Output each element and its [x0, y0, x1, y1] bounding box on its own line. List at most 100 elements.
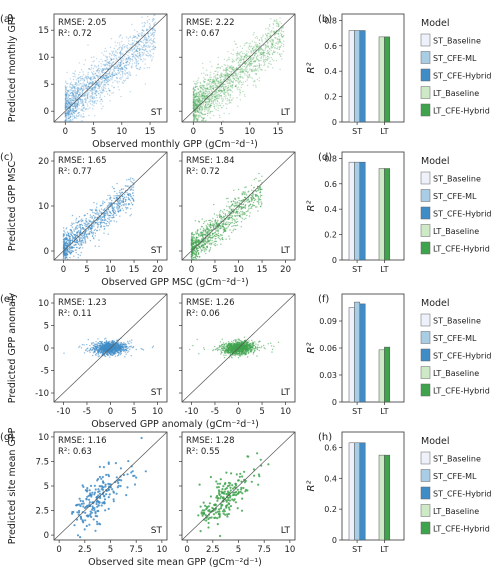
data-point — [71, 95, 73, 97]
data-point — [129, 72, 131, 74]
data-point — [114, 212, 116, 215]
data-point — [152, 56, 154, 58]
data-point — [135, 44, 137, 47]
data-point — [87, 44, 89, 46]
data-point — [263, 52, 265, 54]
data-point — [82, 226, 84, 229]
data-point — [94, 64, 96, 67]
data-point — [234, 80, 237, 82]
data-point — [209, 80, 211, 83]
data-point — [104, 78, 106, 80]
data-point — [271, 29, 273, 32]
data-point — [92, 80, 94, 83]
data-point — [154, 46, 157, 48]
data-point — [193, 92, 195, 95]
data-point — [220, 86, 223, 88]
data-point — [92, 77, 95, 80]
data-point — [106, 210, 108, 212]
data-point — [223, 209, 225, 211]
data-point — [206, 95, 208, 97]
data-point — [194, 245, 196, 247]
data-point — [95, 70, 98, 72]
panel-letter: (c) — [0, 152, 13, 163]
data-point — [110, 63, 113, 65]
data-point — [194, 93, 196, 96]
data-point — [84, 94, 86, 96]
data-point — [238, 64, 240, 67]
data-point — [214, 93, 216, 95]
data-point — [87, 237, 89, 239]
data-point — [94, 76, 96, 78]
data-point — [228, 67, 230, 69]
data-point — [122, 209, 124, 211]
data-point — [89, 78, 91, 80]
data-point — [259, 42, 261, 45]
data-point — [212, 79, 214, 81]
data-point — [135, 65, 137, 67]
data-point — [114, 74, 116, 76]
data-point — [258, 39, 261, 41]
data-point — [124, 72, 126, 75]
data-point — [124, 64, 126, 66]
data-point — [79, 89, 82, 91]
data-point — [69, 115, 72, 117]
data-point — [132, 56, 134, 58]
data-point — [107, 204, 110, 206]
data-point — [204, 93, 206, 95]
data-point — [94, 77, 97, 80]
data-point — [72, 111, 75, 114]
data-point — [253, 69, 256, 71]
data-point — [94, 74, 96, 76]
data-point — [268, 29, 270, 31]
data-point — [220, 74, 222, 76]
data-point — [103, 74, 105, 77]
data-point — [128, 59, 130, 61]
data-point — [214, 223, 216, 225]
data-point — [70, 112, 73, 115]
data-point — [209, 98, 211, 101]
data-point — [244, 80, 247, 83]
data-point — [106, 211, 109, 213]
data-point — [247, 210, 249, 213]
data-point — [113, 195, 115, 197]
data-point — [140, 45, 143, 47]
data-point — [65, 115, 67, 117]
data-point — [76, 238, 78, 241]
data-point — [120, 52, 122, 54]
data-point — [77, 90, 79, 92]
data-point — [130, 43, 132, 45]
data-point — [195, 231, 197, 233]
data-point — [74, 90, 76, 92]
data-point — [67, 250, 69, 252]
data-point — [215, 102, 217, 105]
data-point — [154, 32, 156, 34]
data-point — [77, 95, 80, 98]
data-point — [125, 204, 127, 206]
y-tick-label: 5 — [44, 80, 49, 90]
data-point — [83, 89, 85, 91]
data-point — [209, 84, 211, 87]
data-point — [119, 62, 122, 64]
data-point — [125, 36, 128, 38]
data-point — [81, 104, 84, 106]
data-point — [77, 253, 79, 256]
data-point — [214, 219, 217, 221]
data-point — [272, 27, 274, 29]
data-point — [131, 23, 133, 26]
data-point — [64, 257, 66, 259]
subplot-tag: ST — [151, 108, 163, 118]
data-point — [94, 89, 96, 91]
data-point — [70, 229, 72, 232]
data-point — [115, 214, 118, 216]
data-point — [80, 252, 82, 254]
data-point — [70, 233, 72, 235]
data-point — [152, 36, 155, 38]
data-point — [97, 64, 100, 67]
data-point — [194, 102, 196, 105]
data-point — [249, 46, 251, 48]
data-point — [264, 69, 266, 72]
data-point — [196, 103, 198, 105]
data-point — [272, 45, 275, 48]
data-point — [222, 80, 224, 83]
data-point — [81, 78, 83, 80]
